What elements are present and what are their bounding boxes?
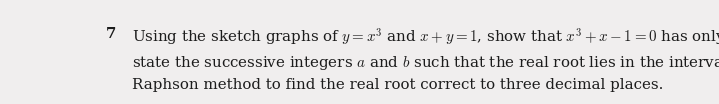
Text: 7: 7 bbox=[106, 27, 116, 41]
Text: Using the sketch graphs of $y=x^3$ and $x+y=1$, show that $x^3+x-1=0$ has only o: Using the sketch graphs of $y=x^3$ and $… bbox=[132, 27, 719, 48]
Text: Raphson method to find the real root correct to three decimal places.: Raphson method to find the real root cor… bbox=[132, 78, 663, 92]
Text: state the successive integers $a$ and $b$ such that the real root lies in the in: state the successive integers $a$ and $b… bbox=[132, 53, 719, 72]
